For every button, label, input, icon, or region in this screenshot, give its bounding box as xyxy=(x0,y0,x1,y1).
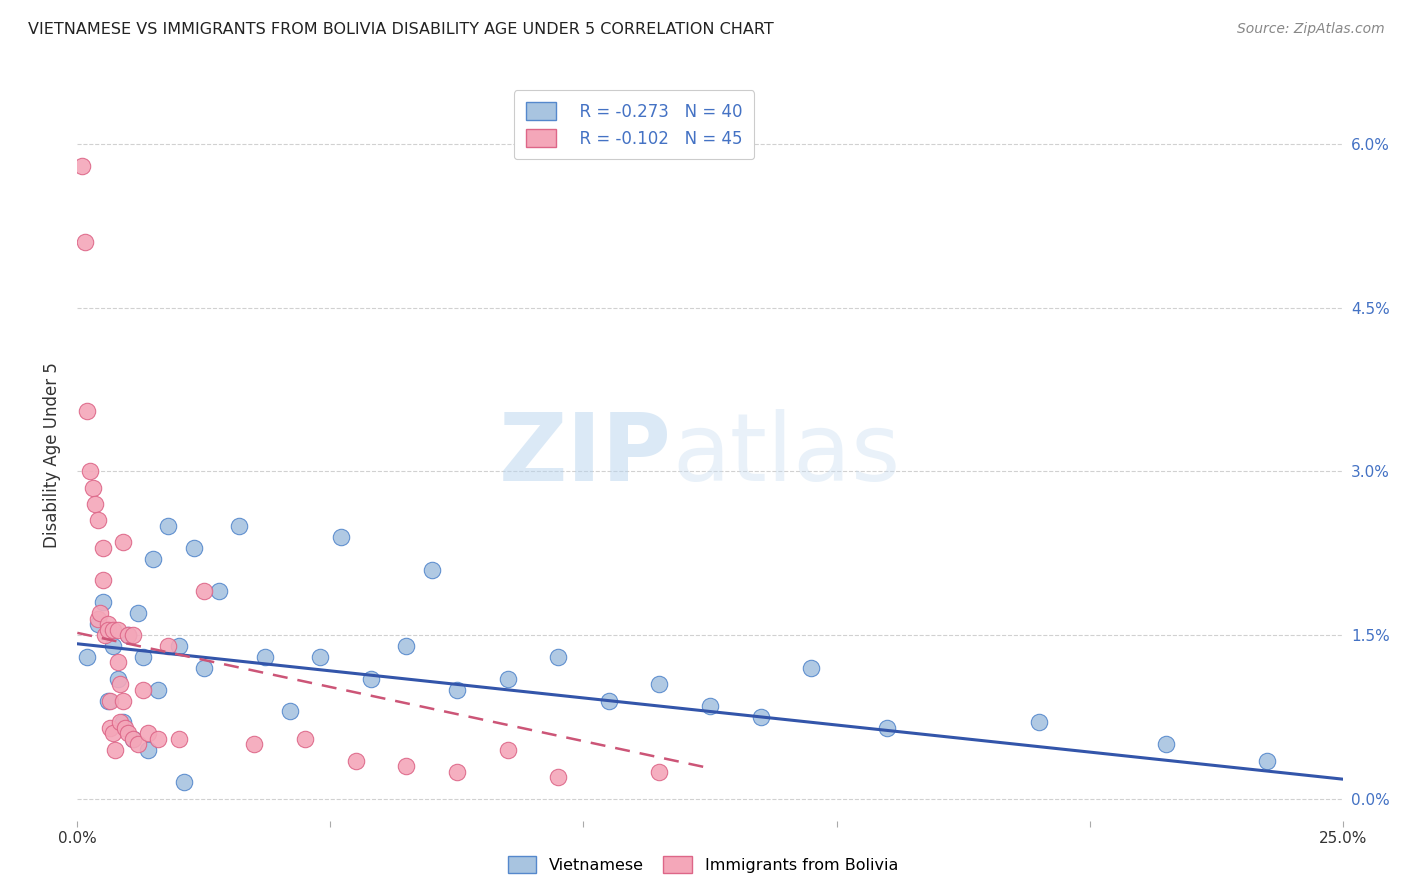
Point xyxy=(117,628,139,642)
Point xyxy=(82,481,104,495)
Point xyxy=(127,606,149,620)
Point xyxy=(278,705,301,719)
Text: Source: ZipAtlas.com: Source: ZipAtlas.com xyxy=(1237,22,1385,37)
Point xyxy=(127,737,149,751)
Point xyxy=(228,519,250,533)
Point xyxy=(648,764,671,779)
Point xyxy=(132,682,155,697)
Point xyxy=(72,159,94,173)
Point xyxy=(86,617,108,632)
Point xyxy=(749,710,772,724)
Point xyxy=(496,742,519,756)
Point xyxy=(122,731,145,746)
Point xyxy=(111,535,134,549)
Point xyxy=(107,656,129,670)
Point xyxy=(84,497,107,511)
Point xyxy=(117,726,139,740)
Point xyxy=(97,617,120,632)
Point xyxy=(91,595,114,609)
Point xyxy=(157,639,180,653)
Point xyxy=(98,721,121,735)
Point xyxy=(76,404,98,418)
Point xyxy=(148,682,170,697)
Point xyxy=(136,742,159,756)
Point xyxy=(89,606,111,620)
Point xyxy=(547,770,569,784)
Point xyxy=(329,530,352,544)
Text: VIETNAMESE VS IMMIGRANTS FROM BOLIVIA DISABILITY AGE UNDER 5 CORRELATION CHART: VIETNAMESE VS IMMIGRANTS FROM BOLIVIA DI… xyxy=(28,22,773,37)
Point xyxy=(876,721,898,735)
Point xyxy=(132,649,155,664)
Point xyxy=(648,677,671,691)
Point xyxy=(446,682,468,697)
Point xyxy=(97,693,120,707)
Point xyxy=(395,639,418,653)
Point xyxy=(699,698,721,713)
Point xyxy=(107,623,129,637)
Point xyxy=(547,649,569,664)
Point xyxy=(97,623,120,637)
Point xyxy=(183,541,205,555)
Point xyxy=(148,731,170,746)
Point xyxy=(101,623,124,637)
Point xyxy=(86,612,108,626)
Legend:   R = -0.273   N = 40,   R = -0.102   N = 45: R = -0.273 N = 40, R = -0.102 N = 45 xyxy=(515,90,754,159)
Point xyxy=(114,721,136,735)
Y-axis label: Disability Age Under 5: Disability Age Under 5 xyxy=(44,362,62,548)
Point xyxy=(122,731,145,746)
Point xyxy=(1154,737,1177,751)
Point xyxy=(496,672,519,686)
Point xyxy=(294,731,316,746)
Point xyxy=(136,726,159,740)
Point xyxy=(101,639,124,653)
Point xyxy=(598,693,620,707)
Point xyxy=(360,672,382,686)
Point xyxy=(167,731,190,746)
Text: atlas: atlas xyxy=(672,409,900,501)
Point xyxy=(76,649,98,664)
Point xyxy=(420,563,443,577)
Point xyxy=(79,464,101,478)
Point xyxy=(86,513,108,527)
Point xyxy=(395,759,418,773)
Point xyxy=(101,726,124,740)
Point xyxy=(193,584,215,599)
Point xyxy=(800,661,823,675)
Point xyxy=(157,519,180,533)
Point xyxy=(173,775,195,789)
Text: ZIP: ZIP xyxy=(499,409,672,501)
Point xyxy=(110,715,132,730)
Point xyxy=(104,742,127,756)
Point xyxy=(446,764,468,779)
Point xyxy=(142,551,165,566)
Point xyxy=(117,628,139,642)
Point xyxy=(91,574,114,588)
Point xyxy=(1256,754,1278,768)
Point xyxy=(98,693,121,707)
Point xyxy=(73,235,96,249)
Point xyxy=(111,693,134,707)
Point xyxy=(344,754,367,768)
Point xyxy=(167,639,190,653)
Point xyxy=(94,628,117,642)
Point xyxy=(309,649,332,664)
Point xyxy=(208,584,231,599)
Legend: Vietnamese, Immigrants from Bolivia: Vietnamese, Immigrants from Bolivia xyxy=(502,849,904,880)
Point xyxy=(91,541,114,555)
Point xyxy=(107,672,129,686)
Point xyxy=(110,677,132,691)
Point xyxy=(111,715,134,730)
Point xyxy=(243,737,266,751)
Point xyxy=(1028,715,1050,730)
Point xyxy=(193,661,215,675)
Point xyxy=(253,649,276,664)
Point xyxy=(122,628,145,642)
